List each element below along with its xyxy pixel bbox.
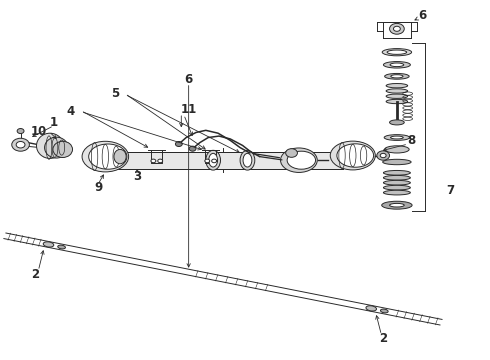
Circle shape xyxy=(390,23,404,34)
Ellipse shape xyxy=(391,136,403,139)
Ellipse shape xyxy=(382,201,412,209)
Ellipse shape xyxy=(386,89,408,93)
Text: 6: 6 xyxy=(418,9,426,22)
Ellipse shape xyxy=(206,150,220,170)
Circle shape xyxy=(380,153,386,158)
Ellipse shape xyxy=(390,203,404,207)
Ellipse shape xyxy=(330,141,375,170)
Circle shape xyxy=(205,159,210,163)
Circle shape xyxy=(17,129,24,134)
Ellipse shape xyxy=(390,63,404,67)
Ellipse shape xyxy=(387,50,407,54)
Ellipse shape xyxy=(385,146,409,153)
Bar xyxy=(105,152,343,169)
Ellipse shape xyxy=(240,150,255,170)
Ellipse shape xyxy=(384,135,410,140)
Ellipse shape xyxy=(337,144,374,167)
Text: 5: 5 xyxy=(111,87,119,100)
Ellipse shape xyxy=(82,141,128,172)
Ellipse shape xyxy=(114,149,126,164)
Ellipse shape xyxy=(390,120,404,125)
Ellipse shape xyxy=(53,141,73,158)
Ellipse shape xyxy=(37,133,64,158)
Ellipse shape xyxy=(384,185,411,190)
Text: 8: 8 xyxy=(408,134,416,147)
Ellipse shape xyxy=(280,148,318,172)
Ellipse shape xyxy=(383,159,411,165)
Ellipse shape xyxy=(382,49,412,56)
Circle shape xyxy=(45,145,55,152)
Text: 3: 3 xyxy=(133,170,141,183)
Ellipse shape xyxy=(58,245,66,249)
Ellipse shape xyxy=(287,151,316,169)
Circle shape xyxy=(393,26,400,31)
Circle shape xyxy=(12,138,29,151)
Ellipse shape xyxy=(209,153,218,167)
Circle shape xyxy=(158,159,163,163)
Ellipse shape xyxy=(384,190,411,195)
Circle shape xyxy=(16,141,25,148)
Ellipse shape xyxy=(384,175,411,180)
Ellipse shape xyxy=(386,99,408,104)
Circle shape xyxy=(377,151,390,160)
Text: 4: 4 xyxy=(67,105,75,118)
Ellipse shape xyxy=(243,153,252,167)
Ellipse shape xyxy=(384,171,411,175)
Ellipse shape xyxy=(366,306,376,311)
Ellipse shape xyxy=(45,137,68,158)
Text: 9: 9 xyxy=(94,181,102,194)
Ellipse shape xyxy=(386,84,408,88)
Ellipse shape xyxy=(89,144,127,169)
Circle shape xyxy=(212,159,217,163)
Text: 7: 7 xyxy=(446,184,454,197)
Ellipse shape xyxy=(386,94,408,98)
Ellipse shape xyxy=(380,309,388,313)
Text: 2: 2 xyxy=(379,332,387,345)
Ellipse shape xyxy=(391,75,403,78)
Ellipse shape xyxy=(384,62,411,68)
Circle shape xyxy=(175,141,182,147)
Circle shape xyxy=(151,159,156,163)
Text: 1: 1 xyxy=(50,116,58,129)
Text: 2: 2 xyxy=(31,268,39,281)
Circle shape xyxy=(189,146,196,151)
Ellipse shape xyxy=(385,73,409,79)
Ellipse shape xyxy=(384,180,411,185)
Text: 10: 10 xyxy=(31,125,48,138)
Circle shape xyxy=(286,149,297,157)
Text: 6: 6 xyxy=(185,73,193,86)
Ellipse shape xyxy=(43,242,54,247)
Text: 11: 11 xyxy=(180,103,197,116)
